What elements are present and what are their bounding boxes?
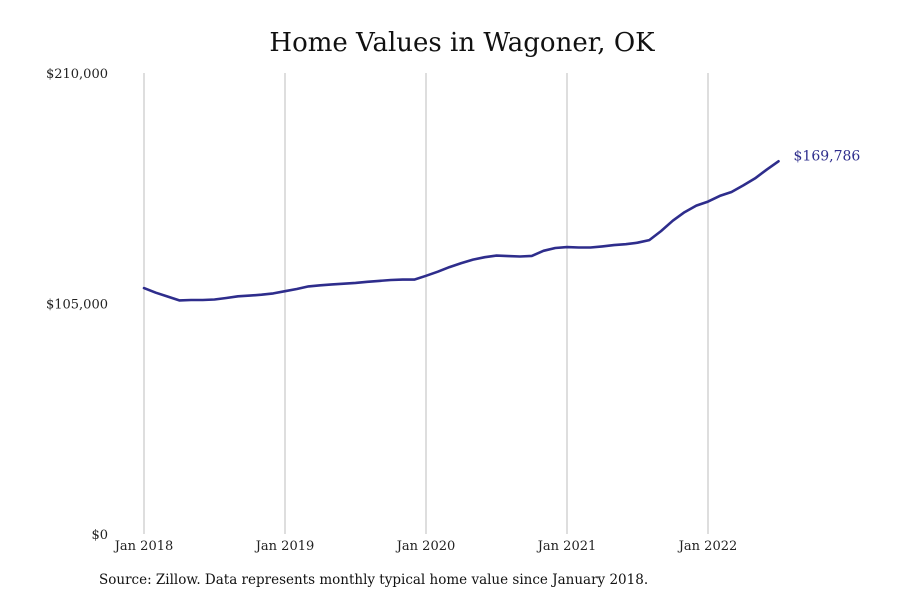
- x-tick-label: Jan 2019: [254, 539, 315, 554]
- chart-title: Home Values in Wagoner, OK: [269, 28, 655, 58]
- source-note: Source: Zillow. Data represents monthly …: [99, 572, 649, 588]
- x-axis-tick-labels: Jan 2018 Jan 2019 Jan 2020 Jan 2021 Jan 2022: [113, 539, 738, 554]
- x-tick-label: Jan 2020: [395, 539, 456, 554]
- series-layer: [142, 160, 780, 302]
- grid-lines: [143, 73, 709, 534]
- x-tick-label: Jan 2021: [536, 539, 597, 554]
- y-tick-label: $0: [91, 528, 108, 543]
- y-tick-label: $105,000: [46, 298, 108, 313]
- x-tick-label: Jan 2018: [113, 539, 174, 554]
- y-tick-label: $210,000: [46, 67, 108, 82]
- y-axis-tick-labels: $0 $105,000 $210,000: [46, 67, 108, 543]
- series-line: [142, 160, 780, 302]
- x-tick-label: Jan 2022: [677, 539, 738, 554]
- end-value-label: $169,786: [794, 148, 861, 164]
